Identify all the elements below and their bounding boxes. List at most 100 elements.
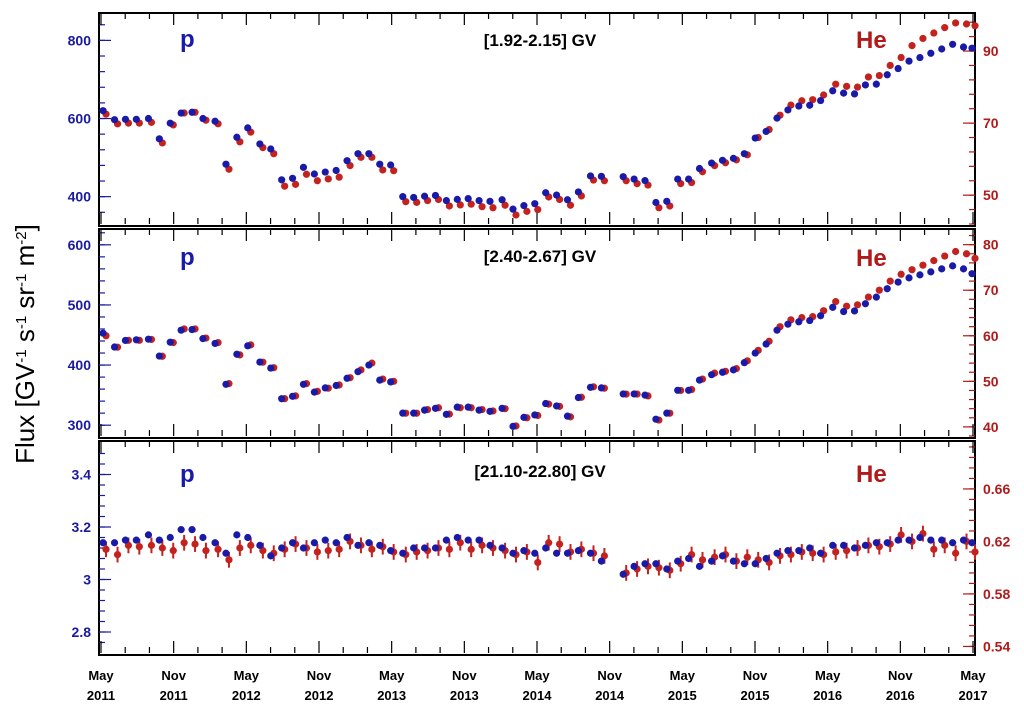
- helium-data-point: [971, 22, 979, 30]
- proton-data-point: [817, 549, 825, 557]
- proton-data-point: [288, 539, 297, 547]
- helium-data-point: [534, 558, 542, 567]
- proton-data-point: [861, 300, 870, 308]
- proton-data-point: [343, 374, 351, 382]
- x-tick-label-year: 2016: [886, 688, 915, 703]
- proton-data-point: [121, 115, 130, 123]
- proton-data-point: [299, 163, 308, 171]
- proton-data-point: [894, 278, 902, 286]
- proton-data-point: [509, 205, 517, 213]
- proton-data-point: [829, 541, 837, 549]
- helium-data-point: [897, 53, 905, 62]
- proton-data-point: [674, 386, 682, 394]
- y-axis-title-exp2: -1: [13, 316, 30, 329]
- panel-2-40-2-67-gv: p [2.40-2.67] GV He 300 400 500 600 40 50 60 70…: [68, 228, 999, 439]
- x-tick-label-month: May: [524, 668, 550, 683]
- helium-data-point: [971, 548, 979, 556]
- proton-data-point: [332, 539, 340, 547]
- proton-data-point: [299, 380, 308, 388]
- proton-data-point: [222, 549, 230, 557]
- proton-data-point: [211, 339, 219, 348]
- helium-data-point: [291, 180, 300, 188]
- proton-data-point: [267, 552, 275, 560]
- proton-data-point: [431, 404, 440, 412]
- proton-data-point: [410, 544, 418, 552]
- proton-data-point: [99, 329, 107, 337]
- proton-data-point: [233, 133, 241, 141]
- helium-label: He: [856, 245, 887, 272]
- proton-data-point: [949, 40, 957, 48]
- proton-data-point: [278, 544, 286, 552]
- proton-data-point: [387, 378, 395, 386]
- proton-data-point: [883, 285, 891, 293]
- proton-data-point: [708, 371, 716, 379]
- proton-data-point: [652, 415, 660, 423]
- helium-data-point: [489, 204, 497, 212]
- proton-data-point: [542, 189, 550, 197]
- right-tick-label: 50: [983, 373, 999, 389]
- helium-data-point: [390, 167, 398, 175]
- right-tick-label: 60: [983, 328, 999, 344]
- proton-data-point: [762, 127, 770, 136]
- proton-data-point: [563, 549, 572, 557]
- x-tick-label-month: Nov: [307, 668, 332, 683]
- proton-data-point: [475, 406, 483, 414]
- helium-data-point: [919, 261, 927, 269]
- proton-data-point: [420, 192, 429, 200]
- helium-data-point: [523, 207, 531, 215]
- right-tick-label: 40: [983, 419, 999, 435]
- proton-data-point: [453, 533, 461, 542]
- proton-data-point: [740, 560, 748, 568]
- proton-data-point: [718, 552, 727, 560]
- proton-data-point: [840, 89, 848, 97]
- proton-data-point: [464, 195, 472, 203]
- proton-data-point: [420, 544, 429, 552]
- panel-marks: 2.8 3 3.2 3.4 0.54 0.58 0.62 0.66: [72, 441, 1010, 654]
- proton-data-point: [563, 196, 572, 204]
- rigidity-range-label: [21.10-22.80] GV: [474, 462, 606, 481]
- proton-data-point: [674, 557, 682, 565]
- proton-data-point: [663, 409, 671, 417]
- y-axis-title-end: ]: [10, 224, 40, 231]
- proton-data-point: [894, 536, 902, 544]
- proton-data-point: [959, 536, 968, 544]
- helium-data-point: [456, 539, 464, 547]
- x-tick-label-year: 2014: [595, 688, 625, 703]
- helium-data-point: [655, 204, 663, 212]
- proton-data-point: [762, 554, 770, 563]
- proton-data-point: [410, 409, 418, 417]
- helium-data-point: [214, 545, 222, 553]
- proton-data-point: [177, 326, 185, 334]
- helium-data-point: [180, 539, 188, 547]
- helium-data-point: [555, 540, 564, 548]
- helium-data-point: [843, 302, 851, 310]
- helium-data-point: [908, 266, 916, 274]
- proton-data-point: [685, 175, 693, 183]
- helium-data-point: [908, 42, 916, 50]
- helium-data-point: [335, 173, 343, 181]
- proton-data-point: [155, 352, 163, 360]
- proton-data-point: [695, 376, 704, 384]
- helium-data-point: [952, 19, 960, 27]
- y-axis-title-exp4: -2: [13, 231, 30, 244]
- proton-data-point: [949, 539, 957, 547]
- x-tick-label-month: May: [960, 668, 986, 683]
- proton-data-point: [861, 81, 870, 89]
- x-tick-label-month: May: [670, 668, 696, 683]
- x-tick-label-month: Nov: [597, 668, 622, 683]
- x-tick-label-year: 2015: [741, 688, 770, 703]
- proton-data-point: [574, 547, 582, 555]
- helium-data-point: [302, 170, 311, 178]
- left-tick-label: 600: [68, 111, 92, 127]
- helium-data-point: [135, 543, 143, 551]
- proton-data-point: [850, 90, 859, 98]
- proton-data-point: [927, 536, 935, 544]
- proton-data-point: [166, 338, 174, 346]
- proton-data-point: [619, 173, 627, 181]
- panel-marks: 300 400 500 600 40 50 60 70 80: [68, 229, 999, 437]
- helium-data-point: [698, 556, 707, 564]
- proton-data-point: [574, 188, 582, 196]
- left-tick-label: 3.4: [72, 467, 92, 483]
- proton-data-point: [619, 390, 627, 398]
- proton-data-point: [520, 202, 528, 210]
